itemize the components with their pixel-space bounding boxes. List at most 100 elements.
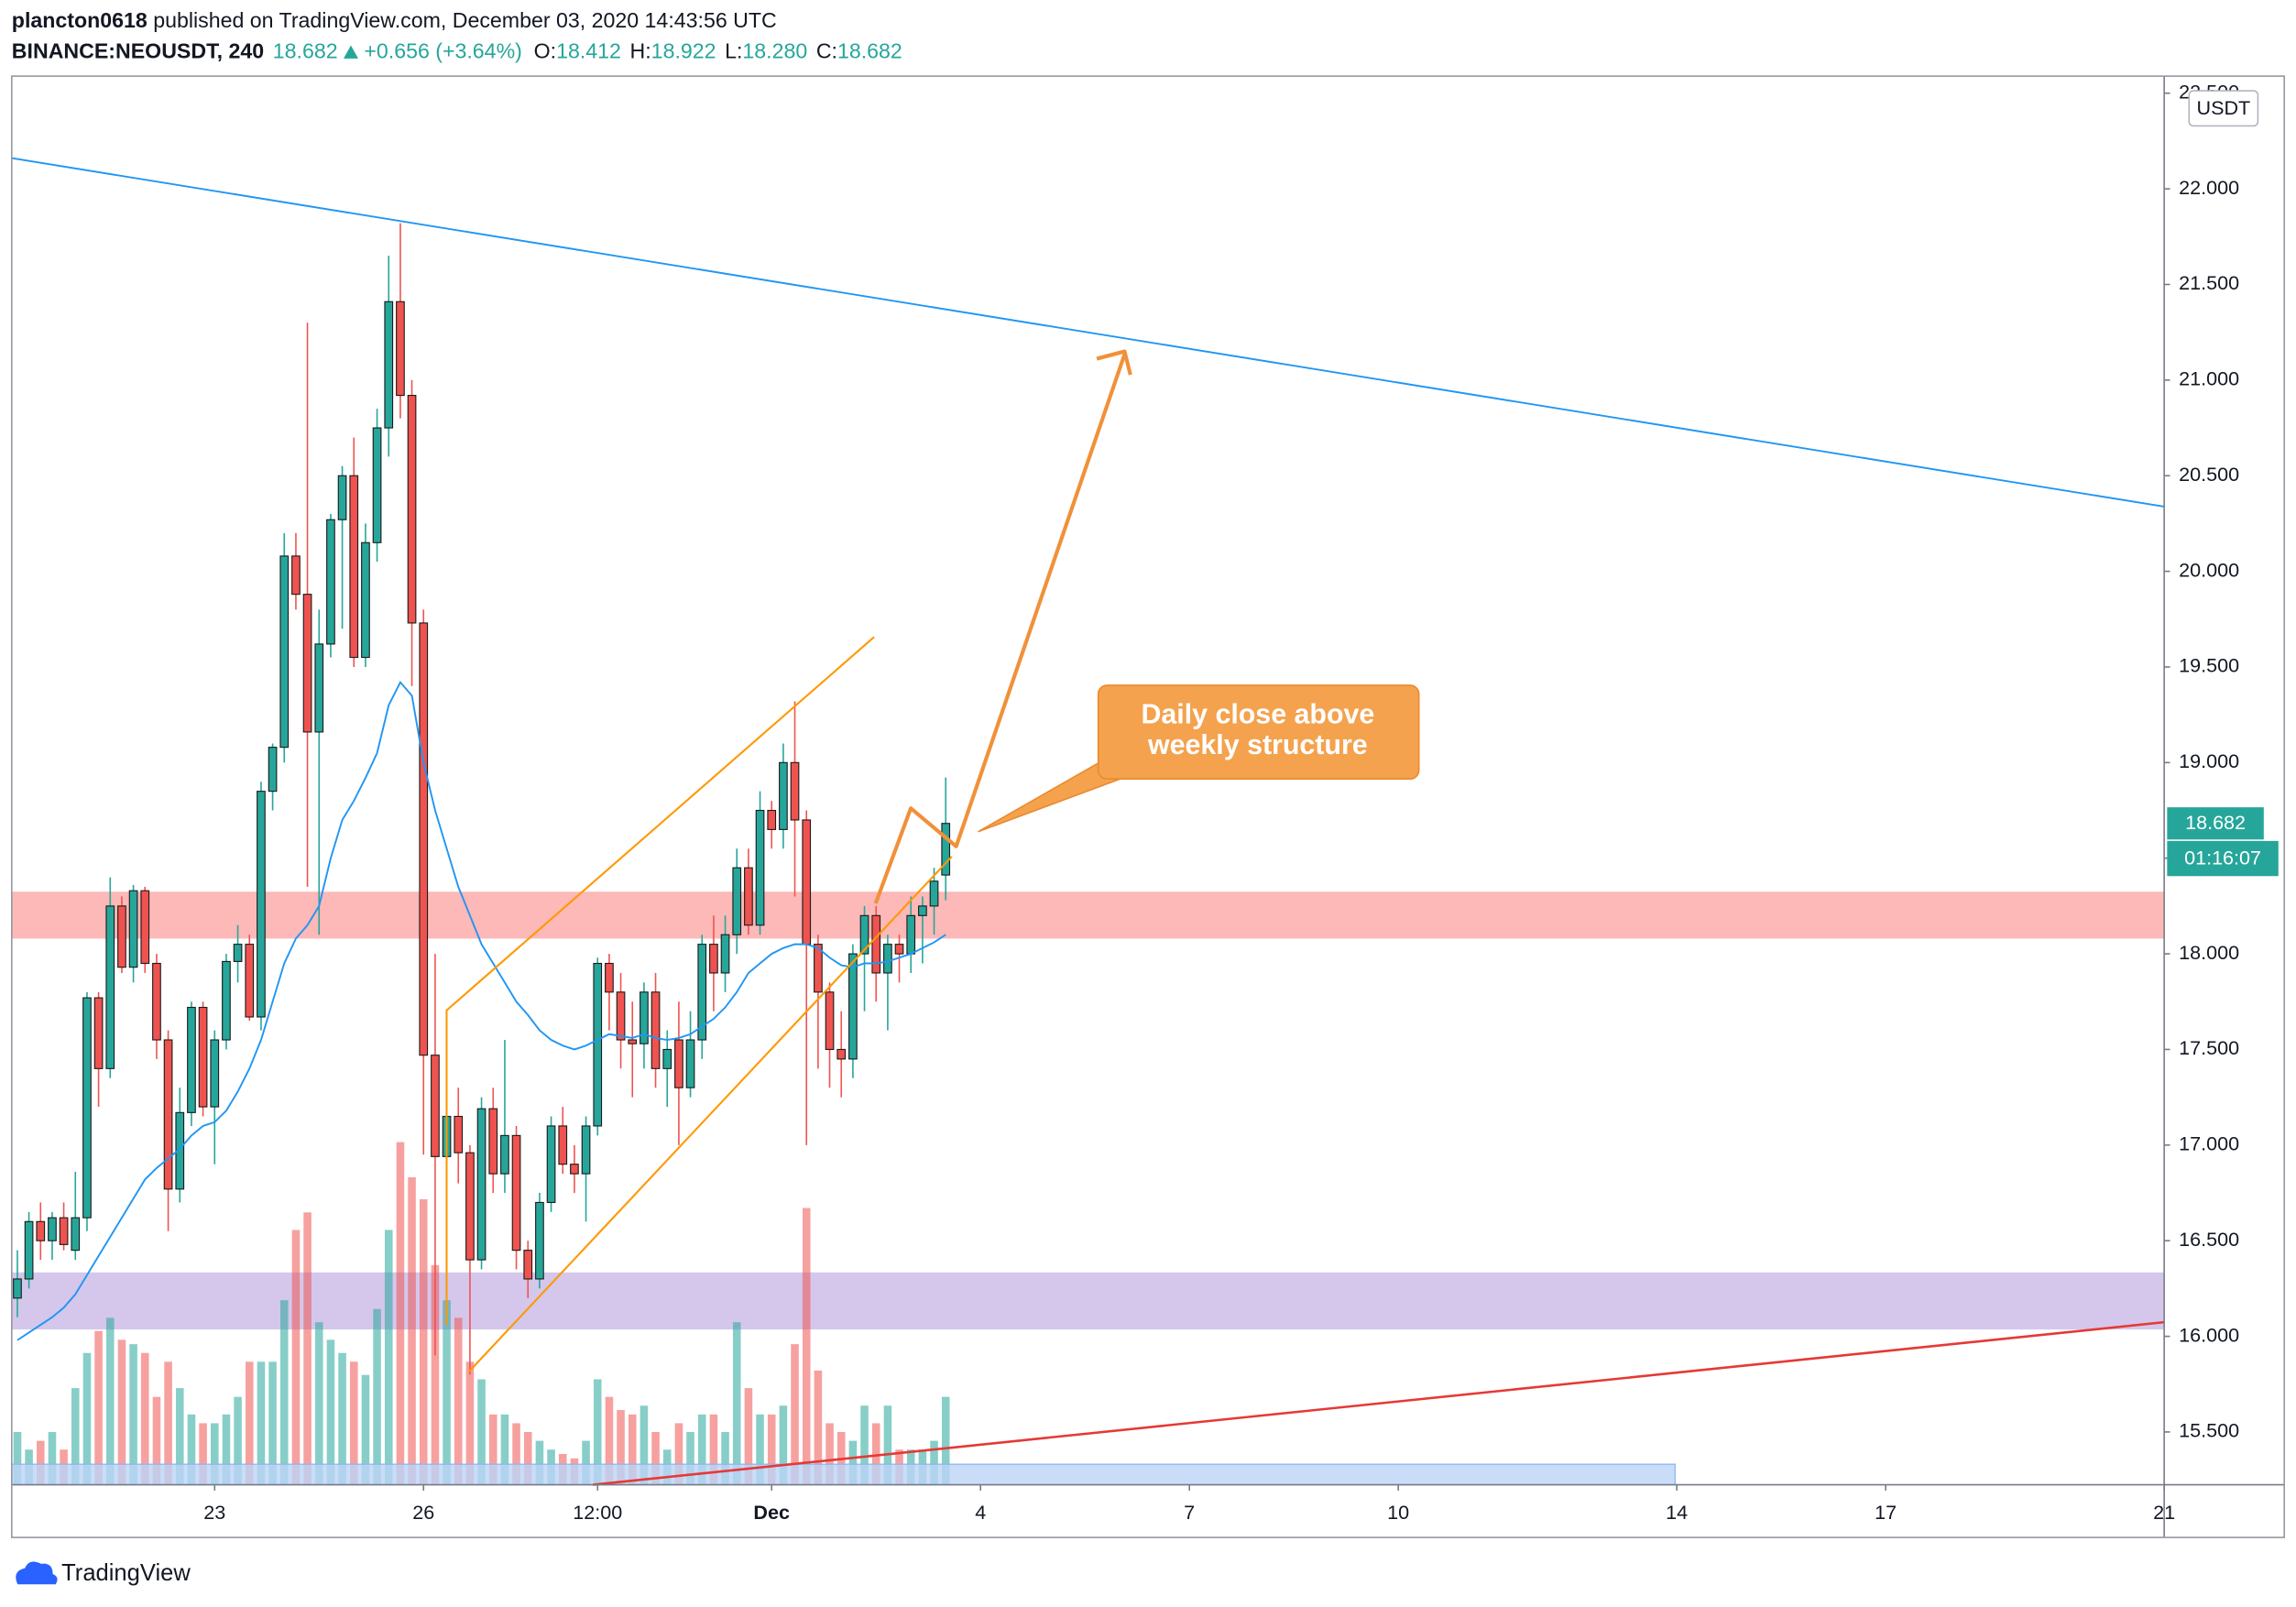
trend-line (593, 1320, 2165, 1486)
candle-body (535, 1201, 544, 1280)
candle-body (36, 1220, 46, 1241)
candle-body (71, 1217, 81, 1252)
candle-body (175, 1111, 185, 1190)
candle-body (662, 1048, 672, 1069)
candle-body (906, 914, 916, 955)
candle-body (593, 962, 603, 1127)
candle-body (361, 541, 370, 659)
volume-bar (152, 1396, 161, 1485)
y-tick-label: 19.500 (2179, 654, 2239, 677)
volume-bar (767, 1414, 776, 1485)
volume-bar (210, 1423, 219, 1485)
candle-body (476, 1108, 487, 1261)
arrow-head (1096, 349, 1132, 376)
candle-body (372, 427, 382, 543)
candle-body (465, 1152, 475, 1261)
plot-area (11, 891, 2165, 1330)
x-tick-label: 14 (1666, 1501, 1688, 1524)
candle-body (640, 991, 649, 1044)
range-box (11, 1463, 1676, 1486)
candle-body (929, 880, 939, 907)
volume-bar (361, 1374, 370, 1485)
candle-body (82, 997, 92, 1219)
candle-body (93, 997, 104, 1069)
volume-bar (199, 1423, 207, 1485)
candle-body (13, 1278, 22, 1299)
price-tag-label: 18.682 (2185, 811, 2246, 834)
candle-body (291, 555, 301, 596)
x-tick-label: 26 (412, 1501, 434, 1524)
candle-body (431, 1055, 440, 1157)
volume-bar (802, 1208, 811, 1485)
volume-bar (431, 1264, 440, 1485)
published: published on TradingView.com, December 0… (153, 8, 777, 32)
volume-bar (848, 1440, 858, 1485)
y-tick-label: 20.500 (2179, 463, 2239, 486)
y-tick-label: 17.500 (2179, 1036, 2239, 1059)
moving-average (16, 680, 946, 1341)
candle-body (605, 962, 614, 993)
ohlc-value: 18.412 (556, 39, 621, 63)
candle-body (302, 594, 312, 733)
volume-bar (303, 1212, 312, 1485)
y-tick-label: 22.000 (2179, 176, 2239, 199)
volume-bar (756, 1414, 764, 1485)
volume-bar (709, 1414, 718, 1485)
change: +0.656 (+3.64%) (364, 39, 522, 63)
volume-bar (454, 1317, 463, 1485)
candle-body (152, 962, 161, 1041)
candle-body (570, 1164, 579, 1175)
unit-badge (2188, 90, 2259, 127)
chart-frame (11, 75, 2285, 1538)
candle-body (384, 301, 394, 429)
volume-bar (13, 1432, 22, 1485)
x-tick-label: 21 (2153, 1501, 2175, 1524)
candle-body (314, 643, 324, 733)
countdown-tag (2167, 840, 2279, 877)
candle-body (245, 944, 255, 1018)
y-tick-label: 21.000 (2179, 367, 2239, 390)
volume-layer (13, 1142, 950, 1485)
x-tick-label: 10 (1387, 1501, 1409, 1524)
volume-bar (222, 1414, 231, 1485)
volume-bar (164, 1361, 172, 1485)
volume-bar (373, 1308, 381, 1485)
y-tick-label: 16.000 (2179, 1323, 2239, 1346)
channel-line (467, 856, 953, 1373)
volume-bar (245, 1361, 254, 1485)
volume-bar (94, 1330, 103, 1485)
volume-bar (338, 1352, 346, 1485)
volume-bar (408, 1176, 416, 1485)
x-tick-label: 23 (203, 1501, 225, 1524)
volume-bar (82, 1352, 92, 1485)
candle-body (859, 914, 869, 955)
volume-bar (779, 1405, 788, 1485)
candle-body (407, 394, 417, 624)
volume-bar (744, 1388, 753, 1485)
axes: 15.50016.00016.50017.00017.50018.00018.5… (203, 80, 2279, 1524)
volume-bar (117, 1339, 126, 1485)
callout-text: weekly structure (1147, 730, 1368, 760)
volume-bar (512, 1423, 520, 1485)
projection-arrow (873, 354, 1127, 904)
volume-bar (860, 1405, 869, 1485)
x-tick-label: 12:00 (573, 1501, 622, 1524)
y-tick-label: 15.500 (2179, 1419, 2239, 1442)
volume-bar (48, 1432, 57, 1485)
up-arrow-icon (343, 45, 358, 59)
volume-bar (105, 1317, 115, 1485)
x-tick-label: 17 (1875, 1501, 1897, 1524)
volume-bar (384, 1230, 393, 1485)
symbol: BINANCE:NEOUSDT, 240 (12, 39, 264, 63)
candle-body (454, 1115, 464, 1153)
candle-body (511, 1134, 521, 1252)
volume-bar (617, 1410, 625, 1485)
volume-bar (871, 1423, 880, 1485)
volume-bar (697, 1414, 706, 1485)
y-tick-label: 18.000 (2179, 941, 2239, 964)
volume-bar (640, 1405, 649, 1485)
volume-bar (314, 1322, 323, 1485)
candle-body (198, 1006, 208, 1108)
